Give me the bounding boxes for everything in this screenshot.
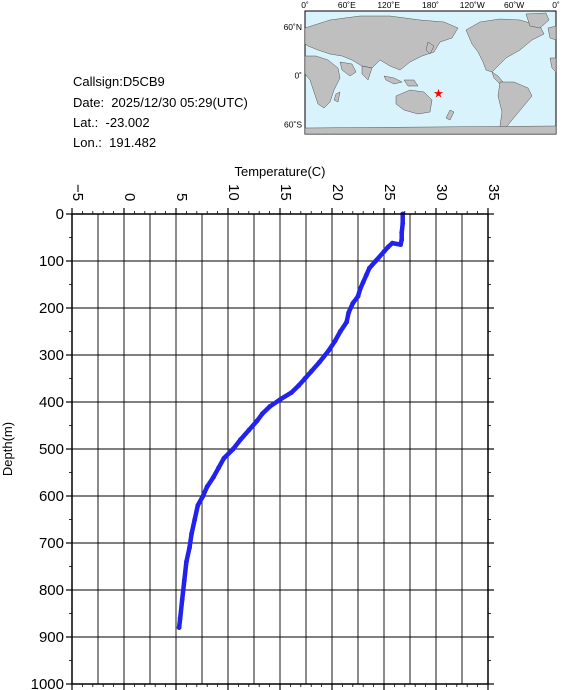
latitude-label: Lat.: -23.002 (73, 115, 150, 130)
map-longitude-label: 120˚E (377, 0, 400, 10)
x-tick-label: 20 (329, 184, 346, 201)
x-axis-tick-labels: −5 0 5 10 15 20 25 30 35 (69, 184, 502, 201)
y-tick-label: 900 (39, 629, 64, 646)
map-latitude-label: 60˚S (284, 119, 302, 129)
station-marker: ★ (433, 87, 444, 101)
y-tick-label: 800 (39, 582, 64, 599)
y-tick-label: 600 (39, 488, 64, 505)
map-longitude-label: 180˚ (422, 0, 439, 10)
x-tick-label: 35 (485, 184, 502, 201)
temperature-profile-points (176, 211, 406, 630)
y-axis-title: Depth(m) (0, 422, 15, 476)
temperature-profile-line (176, 211, 405, 630)
map-longitude-labels: 0˚ 60˚E 120˚E 180˚ 120˚W 60˚W 0˚ (301, 0, 560, 10)
y-tick-label: 300 (39, 347, 64, 364)
x-tick-label: 25 (381, 184, 398, 201)
map-latitude-labels: 60˚N 0˚ 60˚S (284, 22, 303, 129)
location-map: 0˚ 60˚E 120˚E 180˚ 120˚W 60˚W 0˚ 60˚N 0˚ 60˚S (284, 0, 560, 135)
map-land (304, 12, 557, 135)
map-longitude-label: 0˚ (301, 0, 309, 10)
chart-grid (71, 213, 489, 685)
x-tick-label: 5 (173, 193, 190, 201)
date-label: Date: 2025/12/30 05:29(UTC) (73, 95, 248, 110)
x-tick-label: −5 (69, 184, 86, 201)
y-tick-label: 500 (39, 441, 64, 458)
x-tick-label: 0 (121, 193, 138, 201)
y-tick-label: 1000 (31, 676, 64, 690)
y-axis-tick-labels: 0 100 200 300 400 500 600 700 800 900 1000 (31, 206, 64, 690)
y-tick-label: 0 (56, 206, 64, 223)
map-longitude-label: 60˚E (338, 0, 356, 10)
map-longitude-label: 60˚W (504, 0, 524, 10)
y-tick-label: 100 (39, 253, 64, 270)
map-longitude-label: 0˚ (552, 0, 560, 10)
callsign-label: Callsign:D5CB9 (73, 74, 165, 89)
y-tick-label: 400 (39, 394, 64, 411)
y-tick-label: 700 (39, 535, 64, 552)
x-tick-label: 30 (433, 184, 450, 201)
longitude-label: Lon.: 191.482 (73, 135, 157, 150)
x-tick-label: 15 (277, 184, 294, 201)
map-latitude-label: 0˚ (294, 71, 302, 81)
map-longitude-label: 120˚W (460, 0, 485, 10)
x-tick-label: 10 (225, 184, 242, 201)
map-latitude-label: 60˚N (284, 22, 302, 32)
plot-frame (71, 213, 489, 685)
y-tick-label: 200 (39, 300, 64, 317)
x-axis-title: Temperature(C) (234, 164, 325, 179)
